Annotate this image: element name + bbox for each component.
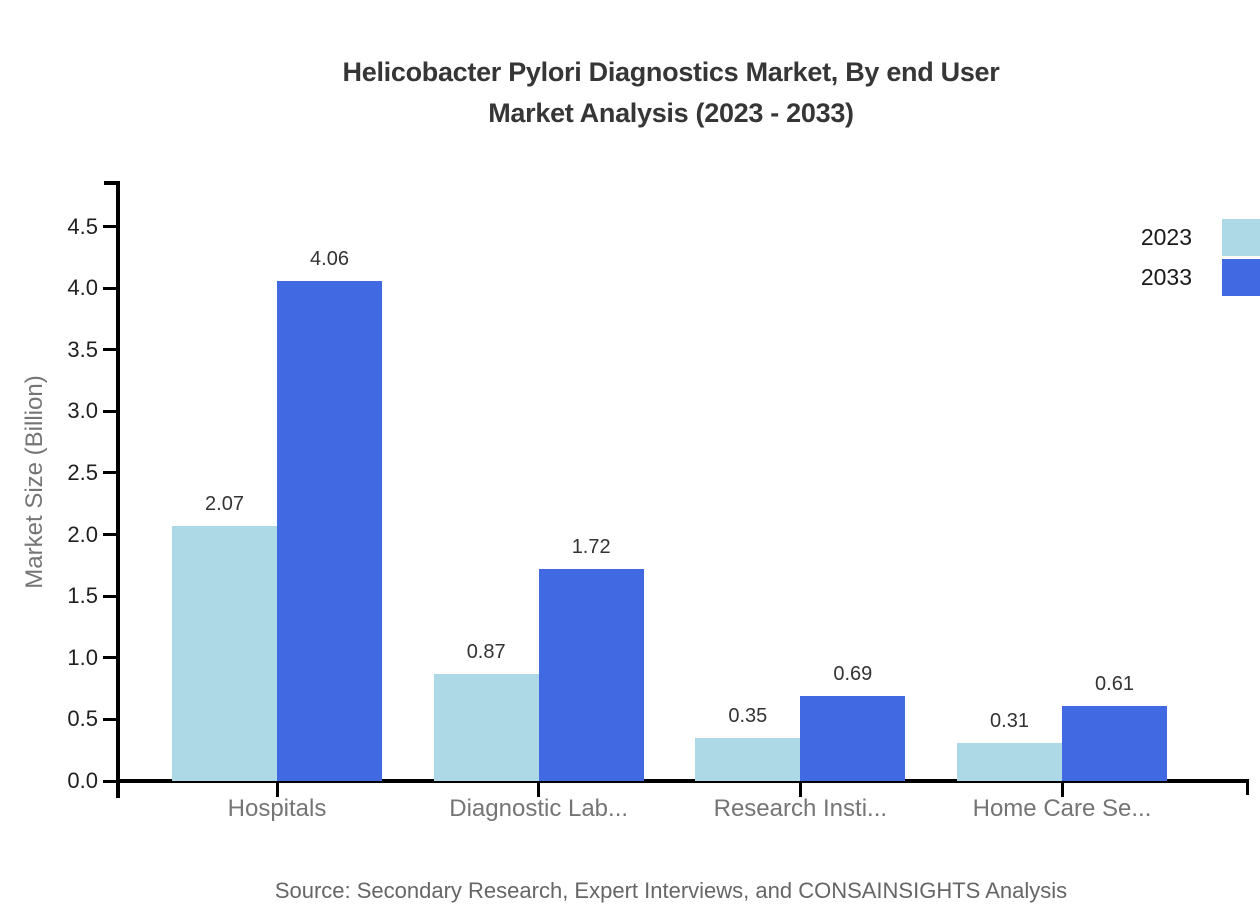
x-axis-label: Home Care Se... (972, 795, 1152, 822)
y-tick (103, 656, 117, 660)
legend-swatch-2033 (1222, 259, 1260, 296)
bar-value-label: 0.35 (728, 704, 768, 727)
y-tick (103, 717, 117, 721)
bar-value-label: 0.61 (1095, 672, 1134, 695)
chart-title-line2: Market Analysis (2023 - 2033) (488, 98, 854, 128)
bar-value-label: 4.06 (310, 247, 349, 270)
y-tick (103, 594, 117, 598)
bar-2033-2 (538, 569, 644, 781)
y-tick (103, 348, 117, 352)
y-tick-label: 1.5 (67, 583, 98, 609)
legend-swatch-2023 (1222, 219, 1260, 256)
y-axis-end-cap (104, 181, 116, 185)
bar-2023-2 (433, 673, 539, 781)
y-tick-label: 3.5 (67, 336, 98, 362)
legend-item-2023: 2023 (1141, 219, 1260, 256)
bar-value-label: 2.07 (205, 492, 244, 515)
x-axis-end-cap (1246, 779, 1249, 795)
x-axis-line (116, 779, 1249, 783)
source-note: Source: Secondary Research, Expert Inter… (274, 878, 1068, 903)
y-tick-label: 1.0 (67, 644, 98, 670)
bar-2023-1 (172, 525, 277, 781)
y-tick (103, 409, 117, 413)
x-tick (537, 781, 541, 797)
y-tick-label: 4.5 (67, 213, 98, 239)
legend-item-2033: 2033 (1141, 259, 1260, 296)
x-tick (275, 781, 279, 797)
x-tick (798, 781, 802, 797)
bar-value-label: 0.31 (990, 709, 1029, 732)
legend: 2023 2033 (1141, 219, 1260, 299)
y-tick-label: 4.0 (67, 275, 98, 301)
bar-2033-4 (1062, 705, 1167, 781)
y-tick-label: 3.0 (67, 398, 98, 424)
y-tick-label: 0.0 (67, 768, 98, 793)
bar-value-label: 0.87 (466, 640, 506, 663)
bar-2033-1 (277, 280, 382, 781)
y-tick (103, 533, 117, 537)
bar-2023-4 (957, 742, 1062, 781)
y-tick (103, 779, 117, 783)
bar-value-label: 1.72 (571, 536, 611, 559)
y-tick (103, 225, 117, 229)
legend-label: 2023 (1140, 224, 1192, 250)
bar-value-label: 0.69 (833, 662, 873, 685)
y-axis-line (116, 181, 120, 798)
x-axis-label: Research Insti... (713, 795, 888, 822)
x-tick (1060, 781, 1064, 797)
legend-label: 2033 (1140, 264, 1192, 290)
x-axis-label: Hospitals (227, 795, 327, 822)
bar-2033-3 (800, 695, 906, 781)
chart-title-line1: Helicobacter Pylori Diagnostics Market, … (342, 57, 1000, 87)
y-tick-label: 0.5 (67, 706, 98, 732)
chart-title: Helicobacter Pylori Diagnostics Market, … (82, 52, 1260, 134)
x-axis-label: Diagnostic Lab... (449, 795, 629, 822)
y-tick (103, 471, 117, 475)
y-tick (103, 286, 117, 290)
y-tick-label: 2.5 (67, 459, 98, 485)
bar-2023-3 (695, 737, 801, 781)
y-tick-label: 2.0 (67, 521, 98, 547)
